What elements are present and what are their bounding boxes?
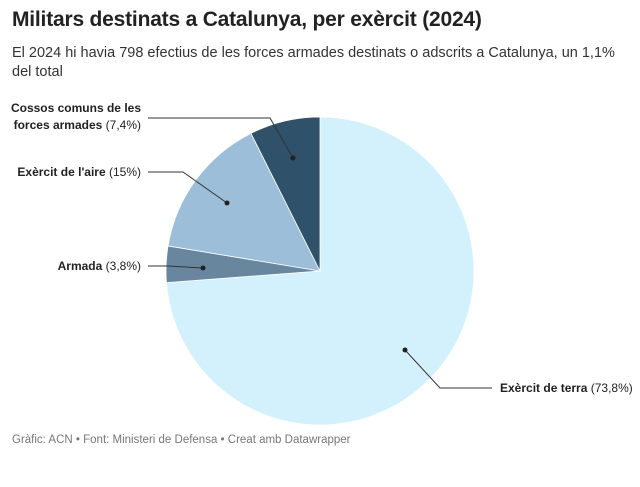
chart-title: Militars destinats a Catalunya, per exèr… (12, 8, 482, 31)
leader-line (404, 349, 492, 389)
chart-footer: Gràfic: ACN • Font: Ministeri de Defensa… (12, 434, 351, 446)
leader-line (148, 117, 294, 159)
pie-slice (250, 116, 321, 272)
chart-subtitle: El 2024 hi havia 798 efectius de les for… (12, 45, 615, 80)
leader-line (148, 265, 204, 269)
slice-label: Armada (3,8%) (58, 259, 141, 273)
slice-label: Exèrcit de l'aire (15%) (17, 165, 141, 179)
leader-dot (224, 200, 230, 206)
slice-label: Exèrcit de terra (73,8%) (500, 381, 633, 395)
leader-dot (402, 347, 408, 353)
leader-dot (200, 265, 206, 271)
slice-label: Cossos comuns de les (11, 101, 141, 115)
leader-line (148, 171, 228, 204)
leader-dot (290, 155, 296, 161)
pie-slice (167, 132, 321, 272)
slice-label: forces armades (7,4%) (14, 118, 141, 132)
